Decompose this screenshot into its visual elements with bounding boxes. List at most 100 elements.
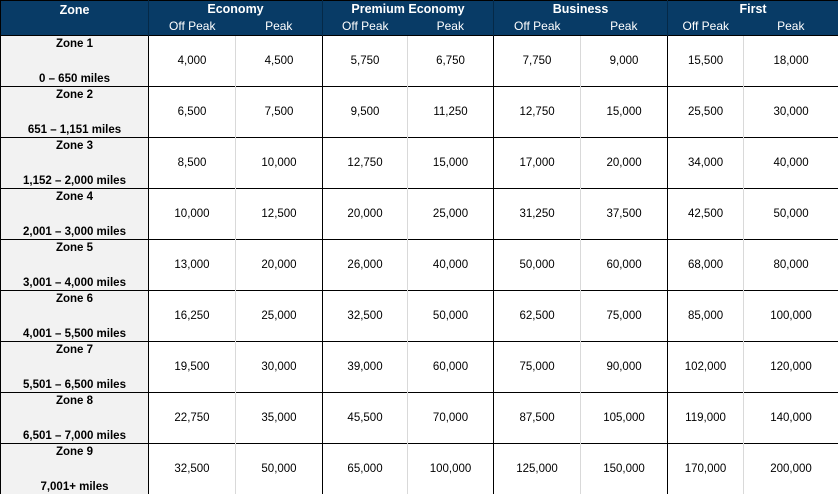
cell-value: 26,000 bbox=[322, 239, 408, 291]
cell-value: 80,000 bbox=[743, 239, 838, 291]
zone-name: Zone 3 bbox=[55, 140, 94, 152]
cell-value: 32,500 bbox=[322, 290, 408, 342]
table-body: Zone 1 0 – 650 miles 4,000 4,500 5,750 6… bbox=[0, 35, 838, 494]
table-row-zone-6: Zone 6 4,001 – 5,500 miles 16,250 25,000… bbox=[0, 290, 838, 342]
cell-value: 12,500 bbox=[234, 188, 323, 240]
cell-value: 17,000 bbox=[493, 137, 581, 189]
zone-name: Zone 2 bbox=[55, 89, 94, 101]
zone-name: Zone 7 bbox=[55, 344, 94, 356]
cell-value: 4,500 bbox=[234, 35, 323, 87]
cell-value: 20,000 bbox=[322, 188, 408, 240]
cell-value: 40,000 bbox=[407, 239, 494, 291]
zone-label-cell: Zone 1 0 – 650 miles bbox=[0, 35, 149, 87]
zone-label-cell: Zone 2 651 – 1,151 miles bbox=[0, 86, 149, 138]
zone-distance: 3,001 – 4,000 miles bbox=[23, 277, 126, 289]
zone-label-cell: Zone 5 3,001 – 4,000 miles bbox=[0, 239, 149, 291]
cell-value: 50,000 bbox=[743, 188, 838, 240]
cell-value: 20,000 bbox=[234, 239, 323, 291]
cell-value: 100,000 bbox=[407, 443, 494, 494]
zone-label-cell: Zone 6 4,001 – 5,500 miles bbox=[0, 290, 149, 342]
cell-value: 50,000 bbox=[493, 239, 581, 291]
table-row-zone-1: Zone 1 0 – 650 miles 4,000 4,500 5,750 6… bbox=[0, 35, 838, 87]
cell-value: 70,000 bbox=[407, 392, 494, 444]
table-row-zone-9: Zone 9 7,001+ miles 32,500 50,000 65,000… bbox=[0, 443, 838, 494]
cell-value: 119,000 bbox=[667, 392, 744, 444]
cell-value: 12,750 bbox=[493, 86, 581, 138]
cell-value: 32,500 bbox=[148, 443, 236, 494]
table-row-zone-4: Zone 4 2,001 – 3,000 miles 10,000 12,500… bbox=[0, 188, 838, 240]
zone-distance: 1,152 – 2,000 miles bbox=[23, 175, 126, 187]
zone-name: Zone 4 bbox=[55, 191, 94, 203]
cell-value: 90,000 bbox=[580, 341, 668, 393]
cell-value: 6,750 bbox=[407, 35, 494, 87]
cell-value: 105,000 bbox=[580, 392, 668, 444]
cell-value: 19,500 bbox=[148, 341, 236, 393]
table-row-zone-5: Zone 5 3,001 – 4,000 miles 13,000 20,000… bbox=[0, 239, 838, 291]
table-header: Zone Economy Premium Economy Business Fi… bbox=[0, 0, 838, 36]
zone-label-cell: Zone 8 6,501 – 7,000 miles bbox=[0, 392, 149, 444]
cell-value: 8,500 bbox=[148, 137, 236, 189]
cell-value: 45,500 bbox=[322, 392, 408, 444]
cell-value: 140,000 bbox=[743, 392, 838, 444]
cell-value: 10,000 bbox=[148, 188, 236, 240]
cell-value: 15,000 bbox=[580, 86, 668, 138]
zone-name: Zone 6 bbox=[55, 293, 94, 305]
zone-label-cell: Zone 7 5,501 – 6,500 miles bbox=[0, 341, 149, 393]
table-row-zone-7: Zone 7 5,501 – 6,500 miles 19,500 30,000… bbox=[0, 341, 838, 393]
cell-value: 5,750 bbox=[322, 35, 408, 87]
group-header-first: First bbox=[667, 0, 838, 18]
cell-value: 15,500 bbox=[667, 35, 744, 87]
economy-offpeak-header: Off Peak bbox=[148, 17, 236, 36]
first-offpeak-header: Off Peak bbox=[667, 17, 744, 36]
zone-column-header: Zone bbox=[0, 0, 149, 36]
cell-value: 50,000 bbox=[234, 443, 323, 494]
zone-label-cell: Zone 3 1,152 – 2,000 miles bbox=[0, 137, 149, 189]
zone-distance: 6,501 – 7,000 miles bbox=[23, 430, 126, 442]
zone-distance: 4,001 – 5,500 miles bbox=[23, 328, 126, 340]
zone-label-cell: Zone 9 7,001+ miles bbox=[0, 443, 149, 494]
zone-distance: 2,001 – 3,000 miles bbox=[23, 226, 126, 238]
cell-value: 85,000 bbox=[667, 290, 744, 342]
cell-value: 60,000 bbox=[407, 341, 494, 393]
cell-value: 11,250 bbox=[407, 86, 494, 138]
zone-distance: 0 – 650 miles bbox=[39, 73, 110, 85]
zone-distance: 5,501 – 6,500 miles bbox=[23, 379, 126, 391]
cell-value: 12,750 bbox=[322, 137, 408, 189]
cell-value: 170,000 bbox=[667, 443, 744, 494]
cell-value: 60,000 bbox=[580, 239, 668, 291]
cell-value: 120,000 bbox=[743, 341, 838, 393]
premium-economy-offpeak-header: Off Peak bbox=[322, 17, 408, 36]
cell-value: 31,250 bbox=[493, 188, 581, 240]
cell-value: 30,000 bbox=[743, 86, 838, 138]
cell-value: 125,000 bbox=[493, 443, 581, 494]
cell-value: 35,000 bbox=[234, 392, 323, 444]
cell-value: 75,000 bbox=[493, 341, 581, 393]
business-offpeak-header: Off Peak bbox=[493, 17, 581, 36]
table-row-zone-3: Zone 3 1,152 – 2,000 miles 8,500 10,000 … bbox=[0, 137, 838, 189]
group-header-premium-economy: Premium Economy bbox=[322, 0, 494, 18]
cell-value: 13,000 bbox=[148, 239, 236, 291]
peak-subheader-row: Off Peak Peak Off Peak Peak Off Peak Pea… bbox=[1, 17, 838, 36]
cell-value: 42,500 bbox=[667, 188, 744, 240]
zone-name: Zone 8 bbox=[55, 395, 94, 407]
zone-name: Zone 9 bbox=[55, 446, 94, 458]
cell-value: 37,500 bbox=[580, 188, 668, 240]
cell-value: 22,750 bbox=[148, 392, 236, 444]
group-header-business: Business bbox=[493, 0, 668, 18]
cell-value: 34,000 bbox=[667, 137, 744, 189]
business-peak-header: Peak bbox=[580, 17, 668, 36]
cell-value: 200,000 bbox=[743, 443, 838, 494]
cell-value: 6,500 bbox=[148, 86, 236, 138]
cell-value: 40,000 bbox=[743, 137, 838, 189]
cell-value: 30,000 bbox=[234, 341, 323, 393]
cell-value: 100,000 bbox=[743, 290, 838, 342]
cell-value: 25,000 bbox=[234, 290, 323, 342]
cell-value: 62,500 bbox=[493, 290, 581, 342]
cell-value: 15,000 bbox=[407, 137, 494, 189]
cell-value: 9,500 bbox=[322, 86, 408, 138]
premium-economy-peak-header: Peak bbox=[407, 17, 494, 36]
cell-value: 4,000 bbox=[148, 35, 236, 87]
cell-value: 7,750 bbox=[493, 35, 581, 87]
zone-name: Zone 5 bbox=[55, 242, 94, 254]
cell-value: 7,500 bbox=[234, 86, 323, 138]
